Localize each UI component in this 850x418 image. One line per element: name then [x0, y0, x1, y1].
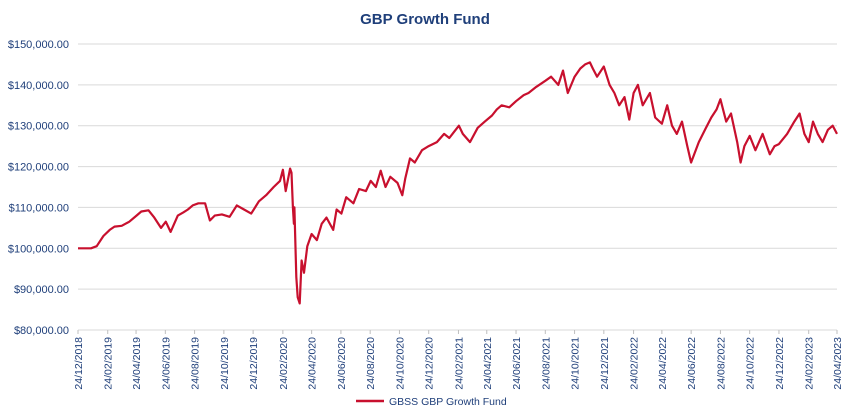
x-tick-label: 24/02/2020: [278, 337, 290, 390]
x-tick-label: 24/02/2022: [629, 337, 641, 390]
x-tick-label: 24/04/2020: [307, 337, 319, 390]
x-tick-label: 24/12/2022: [774, 337, 786, 390]
legend: GBSS GBP Growth Fund: [356, 396, 507, 408]
x-tick-label: 24/12/2021: [599, 337, 611, 390]
x-tick-label: 24/04/2023: [832, 337, 844, 390]
series-line-gbss-gbp-growth-fund: [78, 61, 838, 305]
legend-label: GBSS GBP Growth Fund: [389, 396, 507, 408]
x-tick-label: 24/08/2020: [365, 337, 377, 390]
x-tick-label: 24/02/2019: [103, 337, 115, 390]
y-tick-label: $140,000.00: [8, 80, 69, 92]
x-tick-label: 24/10/2021: [570, 337, 582, 390]
x-tick-label: 24/06/2020: [336, 337, 348, 390]
y-tick-label: $110,000.00: [9, 202, 69, 214]
y-tick-label: $120,000.00: [8, 162, 69, 174]
y-tick-label: $150,000.00: [8, 39, 69, 51]
x-tick-label: 24/12/2018: [73, 337, 85, 390]
x-axis-ticks: 24/12/2018 24/02/2019 24/04/2019 24/06/2019…: [73, 330, 844, 390]
x-tick-label: 24/10/2022: [745, 337, 757, 390]
y-tick-label: $100,000.00: [8, 243, 69, 255]
x-tick-label: 24/06/2019: [160, 337, 172, 390]
x-tick-label: 24/04/2022: [657, 337, 669, 390]
x-tick-label: 24/04/2021: [482, 337, 494, 390]
chart-title: GBP Growth Fund: [360, 11, 490, 28]
y-tick-label: $80,000.00: [14, 325, 69, 337]
x-tick-label: 24/06/2021: [511, 337, 523, 390]
x-tick-label: 24/10/2019: [219, 337, 231, 390]
x-tick-label: 24/08/2019: [190, 337, 202, 390]
x-tick-label: 24/06/2022: [686, 337, 698, 390]
x-tick-label: 24/08/2022: [715, 337, 727, 390]
x-tick-label: 24/04/2019: [131, 337, 143, 390]
y-tick-label: $130,000.00: [8, 121, 69, 133]
x-tick-label: 24/02/2021: [453, 337, 465, 390]
x-tick-label: 24/02/2023: [804, 337, 816, 390]
x-tick-label: 24/12/2020: [424, 337, 436, 390]
y-axis-ticks: $80,000.00 $90,000.00 $100,000.00 $110,000.…: [8, 39, 69, 337]
gridlines: [78, 43, 837, 331]
x-tick-label: 24/08/2021: [540, 337, 552, 390]
y-tick-label: $90,000.00: [14, 284, 69, 296]
x-tick-label: 24/10/2020: [394, 337, 406, 390]
x-tick-label: 24/12/2019: [248, 337, 260, 390]
